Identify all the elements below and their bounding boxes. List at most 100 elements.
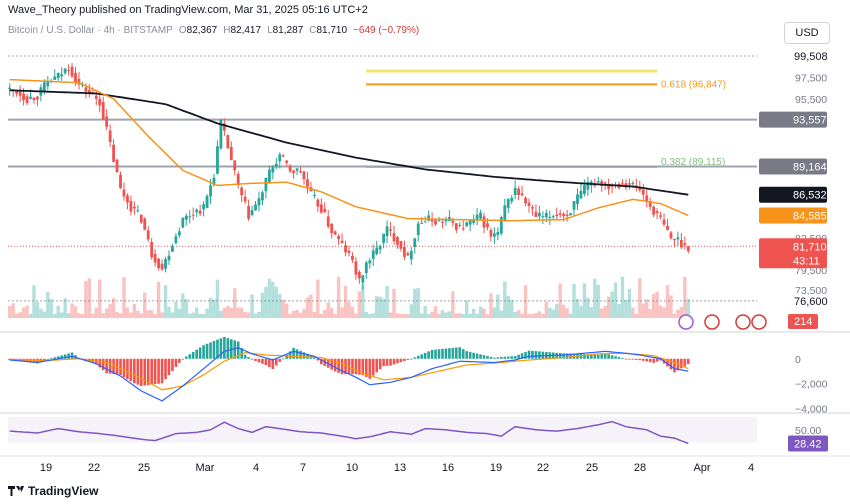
volume-bar xyxy=(115,311,119,318)
candle-body xyxy=(655,211,659,213)
volume-bar xyxy=(489,293,493,318)
macd-histogram-bar xyxy=(226,338,230,359)
candle-body xyxy=(676,237,680,240)
macd-histogram-bar xyxy=(520,353,524,359)
candle-body xyxy=(628,183,631,185)
macd-histogram-bar xyxy=(191,351,195,359)
macd-histogram-bar xyxy=(489,356,493,359)
candle-body xyxy=(603,182,607,184)
ema200-tag-bg xyxy=(759,186,827,203)
volume-bar xyxy=(388,312,393,318)
macd-histogram-bar xyxy=(119,358,122,376)
volume-bar xyxy=(672,313,677,318)
low-value-tag-bg xyxy=(759,292,799,309)
candle-body xyxy=(520,193,524,196)
candle-body xyxy=(319,204,323,213)
volume-bar xyxy=(381,298,386,318)
volume-bar xyxy=(39,308,43,318)
event-icon[interactable] xyxy=(751,314,767,330)
candle-body xyxy=(441,221,444,223)
ema50-tag-bg xyxy=(759,207,827,224)
candle-body xyxy=(274,163,278,167)
macd-histogram-bar xyxy=(153,358,157,385)
x-axis-tick: 19 xyxy=(490,462,502,474)
candle-body xyxy=(267,169,271,182)
macd-histogram-bar xyxy=(46,358,50,360)
candle-body xyxy=(621,183,624,185)
candle-body xyxy=(299,171,302,173)
volume-bar xyxy=(98,279,102,318)
volume-bar xyxy=(471,308,476,318)
volume-bar xyxy=(385,286,389,318)
price-panel-bg xyxy=(0,40,757,318)
volume-bar xyxy=(111,298,116,318)
macd-histogram-bar xyxy=(517,354,520,359)
level-tag-89164-bg xyxy=(759,158,827,175)
event-icon[interactable] xyxy=(678,314,694,330)
price-axis-tick: 97,500 xyxy=(795,72,827,84)
macd-histogram-bar xyxy=(461,349,465,359)
volume-bar xyxy=(340,307,344,318)
macd-histogram-bar xyxy=(133,358,136,384)
macd-histogram-bar xyxy=(171,358,174,372)
macd-histogram-bar xyxy=(108,358,112,374)
volume-bar xyxy=(219,310,223,318)
volume-bar xyxy=(323,309,327,318)
currency-button[interactable]: USD xyxy=(784,22,830,44)
macd-histogram-bar xyxy=(596,354,600,359)
high-label: H xyxy=(223,25,231,36)
candle-body xyxy=(416,223,420,235)
candle-body xyxy=(323,208,327,213)
macd-histogram-bar xyxy=(285,354,288,359)
volume-bar xyxy=(613,282,618,318)
volume-bar xyxy=(402,313,407,318)
candle-body xyxy=(399,241,403,249)
candle-body xyxy=(413,238,417,248)
candle-body xyxy=(669,232,673,239)
candle-body xyxy=(306,179,309,187)
volume-bar xyxy=(91,313,95,318)
macd-histogram-bar xyxy=(101,358,105,371)
candle-body xyxy=(143,218,147,230)
volume-bar xyxy=(215,279,220,318)
high-value-tag: 99,508 xyxy=(794,51,828,63)
candle-body xyxy=(659,215,662,217)
tradingview-logo-icon xyxy=(8,486,24,496)
event-icon[interactable] xyxy=(704,314,720,330)
volume-bar xyxy=(510,299,514,318)
volume-bar xyxy=(125,307,130,318)
candle-body xyxy=(22,93,25,101)
macd-histogram-bar xyxy=(143,358,147,386)
candle-body xyxy=(576,194,579,204)
candle-body xyxy=(579,190,583,199)
volume-bar xyxy=(63,298,67,318)
macd-signal-line xyxy=(9,351,689,391)
macd-histogram-bar xyxy=(444,348,448,359)
volume-bar xyxy=(624,300,628,318)
candle-body xyxy=(493,233,496,237)
macd-histogram-bar xyxy=(486,356,489,359)
macd-histogram-bar xyxy=(306,353,309,359)
candle-body xyxy=(8,87,12,90)
volume-bar xyxy=(146,310,150,318)
volume-bar xyxy=(274,286,278,318)
macd-histogram-bar xyxy=(513,356,517,359)
candle-body xyxy=(427,215,431,221)
event-icon[interactable] xyxy=(735,314,751,330)
x-axis-tick: 7 xyxy=(300,462,306,474)
x-axis-tick: 4 xyxy=(253,462,259,474)
symbol-label[interactable]: Bitcoin / U.S. Dollar · 4h · BITSTAMP xyxy=(8,25,173,36)
macd-histogram-bar xyxy=(603,353,607,359)
macd-histogram-bar xyxy=(406,358,410,360)
volume-bar xyxy=(541,313,545,318)
macd-histogram-bar xyxy=(680,358,683,369)
volume-bar xyxy=(610,291,614,318)
macd-histogram-bar xyxy=(302,352,306,359)
rsi-line xyxy=(9,420,689,445)
volume-bar xyxy=(302,309,306,318)
volume-bar xyxy=(153,313,157,318)
volume-bar xyxy=(49,298,53,318)
macd-histogram-bar xyxy=(209,342,212,359)
macd-histogram-bar xyxy=(139,358,143,386)
